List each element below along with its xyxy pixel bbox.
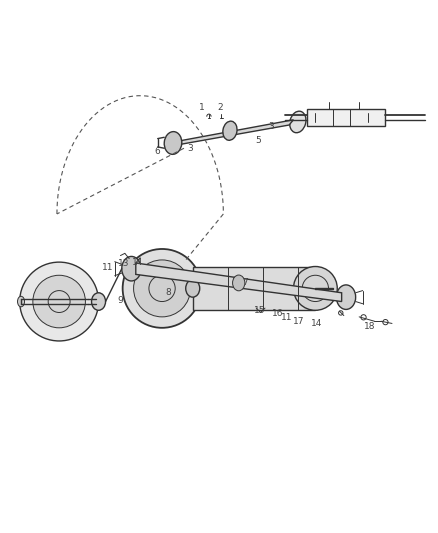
Ellipse shape xyxy=(122,256,141,281)
Ellipse shape xyxy=(164,132,182,155)
Polygon shape xyxy=(171,120,293,146)
Ellipse shape xyxy=(33,275,85,328)
Text: 2: 2 xyxy=(217,103,223,112)
Ellipse shape xyxy=(223,121,237,140)
Ellipse shape xyxy=(293,266,337,310)
Text: 13: 13 xyxy=(118,259,129,268)
Text: 1: 1 xyxy=(199,103,205,112)
Text: 7: 7 xyxy=(242,278,248,287)
Ellipse shape xyxy=(233,275,245,291)
Text: 6: 6 xyxy=(155,147,161,156)
Text: 17: 17 xyxy=(293,317,305,326)
Ellipse shape xyxy=(18,296,25,307)
Text: 18: 18 xyxy=(364,322,376,332)
Polygon shape xyxy=(307,109,385,126)
Ellipse shape xyxy=(186,280,200,297)
Text: 3: 3 xyxy=(187,144,194,153)
Text: 14: 14 xyxy=(132,257,144,266)
Text: 15: 15 xyxy=(254,306,265,315)
Text: 16: 16 xyxy=(272,309,283,318)
Text: 8: 8 xyxy=(166,288,172,297)
Ellipse shape xyxy=(92,293,106,310)
Ellipse shape xyxy=(134,260,191,317)
Text: 14: 14 xyxy=(311,319,322,328)
Ellipse shape xyxy=(290,111,306,133)
Ellipse shape xyxy=(20,262,99,341)
Text: 11: 11 xyxy=(281,313,292,322)
Ellipse shape xyxy=(336,285,356,310)
Text: 9: 9 xyxy=(117,296,124,305)
Text: 11: 11 xyxy=(102,263,113,272)
Text: 5: 5 xyxy=(255,136,261,145)
Text: 3: 3 xyxy=(268,122,275,131)
Ellipse shape xyxy=(123,249,201,328)
Polygon shape xyxy=(193,266,315,310)
Polygon shape xyxy=(136,263,342,302)
